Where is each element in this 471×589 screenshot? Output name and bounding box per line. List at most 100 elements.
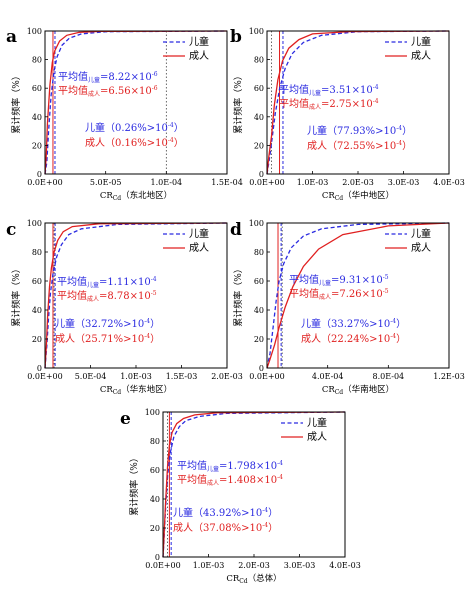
- legend-label-child: 儿童: [307, 416, 327, 429]
- pct-annotation-post: ）: [174, 137, 184, 149]
- x-axis-label-main: CR: [226, 574, 240, 584]
- mean-annotation-sub: 成人: [309, 103, 321, 111]
- pct-annotation-exp: -4: [144, 333, 150, 340]
- mean-annotation-pre: 平均值: [289, 273, 319, 286]
- plot-frame: [266, 222, 450, 369]
- mean-annotation-sub: 成人: [87, 295, 99, 303]
- x-axis-label-sub: Cd: [113, 389, 122, 396]
- pct-annotation-child: 儿童（77.93%>10-4）: [307, 124, 412, 137]
- x-tick-label: 1.0E-03: [297, 178, 329, 187]
- mean-annotation-value: =1.408×10: [219, 475, 277, 486]
- y-tick-label: 40: [32, 306, 42, 315]
- x-tick-label: 0.0E+00: [27, 178, 62, 187]
- y-tick-label: 80: [254, 248, 264, 257]
- pct-annotation-adult: 成人（0.16%>10-4）: [85, 137, 184, 149]
- pct-annotation-adult: 成人（72.55%>10-4）: [307, 140, 412, 152]
- y-axis-label: 累计频率（%）: [10, 264, 22, 327]
- x-axis-label-region: （华南地区）: [343, 384, 394, 395]
- pct-annotation-post: ）: [174, 122, 184, 134]
- pct-annotation-pre: 成人（0.16%>10: [85, 137, 168, 149]
- pct-annotation-child: 儿童（33.27%>10-4）: [301, 317, 406, 330]
- y-tick-label: 0: [37, 364, 42, 373]
- pct-annotation-child: 儿童（0.26%>10-4）: [85, 121, 184, 134]
- x-tick-label: 4.0E-03: [329, 561, 361, 570]
- mean-annotation-sub: 儿童: [207, 465, 219, 473]
- x-tick-label: 5.0E-05: [90, 178, 122, 187]
- y-tick-label: 100: [249, 27, 264, 36]
- mean-annotation-pre: 平均值: [57, 289, 87, 302]
- pct-annotation-post: ）: [396, 318, 406, 330]
- y-tick-label: 60: [254, 277, 264, 286]
- mean-annotation-pre: 平均值: [279, 83, 309, 96]
- mean-annotation-pre: 平均值: [279, 97, 309, 110]
- pct-annotation-post: ）: [268, 522, 278, 534]
- x-axis-label: CRCd（东北地区）: [100, 190, 172, 202]
- y-tick-label: 20: [150, 524, 160, 533]
- y-tick-label: 60: [254, 84, 264, 93]
- series-line-adult: [44, 222, 228, 369]
- pct-annotation-pre: 儿童（0.26%>10: [85, 121, 168, 134]
- pct-annotation-post: ）: [402, 140, 412, 152]
- x-axis-label-region: （华东地区）: [121, 384, 172, 395]
- series-line-adult: [44, 30, 228, 175]
- x-axis-label-main: CR: [322, 191, 336, 201]
- mean-annotation-exp: -4: [373, 84, 379, 91]
- series-line-child: [266, 30, 450, 175]
- pct-annotation-exp: -4: [390, 318, 396, 325]
- pct-annotation-child: 儿童（43.92%>10-4）: [173, 506, 278, 519]
- x-tick-label: 0.0E+00: [249, 372, 284, 381]
- pct-annotation-adult: 成人（22.24%>10-4）: [301, 333, 406, 345]
- pct-annotation-post: ）: [150, 333, 160, 345]
- pct-annotation-post: ）: [396, 333, 406, 345]
- x-axis-label-sub: Cd: [335, 195, 344, 202]
- y-tick-label: 0: [259, 364, 264, 373]
- y-tick-label: 20: [254, 141, 264, 150]
- y-tick-label: 20: [32, 141, 42, 150]
- mean-annotation-adult: 平均值成人=2.75×10-4: [279, 97, 379, 111]
- x-tick-label: 1.5E-03: [166, 372, 198, 381]
- y-axis-label: 累计频率（%）: [128, 453, 140, 516]
- mean-annotation-pre: 平均值: [57, 275, 87, 288]
- y-axis-label: 累计频率（%）: [10, 71, 22, 134]
- pct-annotation-exp: -4: [396, 140, 402, 147]
- x-tick-label: 0.0E+00: [249, 178, 284, 187]
- mean-annotation-sub: 儿童: [88, 76, 100, 84]
- pct-annotation-pre: 儿童（33.27%>10: [301, 317, 390, 330]
- y-tick-label: 60: [32, 277, 42, 286]
- x-tick-label: 1.0E-03: [193, 561, 225, 570]
- mean-annotation-value: =7.26×10: [331, 289, 383, 300]
- mean-annotation-exp: -4: [277, 474, 283, 481]
- mean-annotation-pre: 平均值: [58, 70, 88, 83]
- mean-annotation-adult: 平均值成人=8.78×10-5: [57, 289, 157, 303]
- y-tick-label: 80: [150, 437, 160, 446]
- pct-annotation-pre: 成人（25.71%>10: [55, 333, 144, 345]
- pct-annotation-post: ）: [268, 507, 278, 519]
- mean-annotation-adult: 平均值成人=6.56×10-6: [58, 84, 158, 98]
- x-axis-label-main: CR: [100, 385, 114, 395]
- pct-annotation-exp: -4: [390, 333, 396, 340]
- legend-label-child: 儿童: [411, 227, 431, 240]
- mean-annotation-value: =3.51×10: [321, 85, 373, 96]
- x-axis-label-sub: Cd: [335, 389, 344, 396]
- panel-letter: e: [120, 409, 131, 429]
- y-tick-label: 80: [254, 56, 264, 65]
- chart-panel-d: d 0 20 40 60 80 100 0.0E+00 4.0E-04 8.0E-04 1.2E-0…: [230, 219, 465, 396]
- mean-annotation-child: 平均值儿童=1.798×10-4: [177, 459, 283, 473]
- x-axis-label-main: CR: [322, 385, 336, 395]
- pct-annotation-child: 儿童（32.72%>10-4）: [55, 317, 160, 330]
- chart-panel-c: c 0 20 40 60 80 100 0.0E+00 5.0E-04 1.0E-03 1.5E-0…: [6, 219, 243, 396]
- legend-label-child: 儿童: [189, 35, 209, 48]
- pct-annotation-exp: -4: [144, 318, 150, 325]
- mean-annotation-adult: 平均值成人=1.408×10-4: [177, 473, 283, 487]
- y-tick-label: 20: [254, 335, 264, 344]
- mean-annotation-sub: 成人: [319, 293, 331, 301]
- mean-annotation-value: =9.31×10: [331, 275, 383, 286]
- panel-letter: c: [6, 220, 16, 240]
- legend-label-child: 儿童: [411, 35, 431, 48]
- x-axis-label: CRCd（华南地区）: [322, 384, 394, 396]
- x-tick-label: 8.0E-04: [373, 372, 405, 381]
- x-tick-label: 1.0E-04: [151, 178, 183, 187]
